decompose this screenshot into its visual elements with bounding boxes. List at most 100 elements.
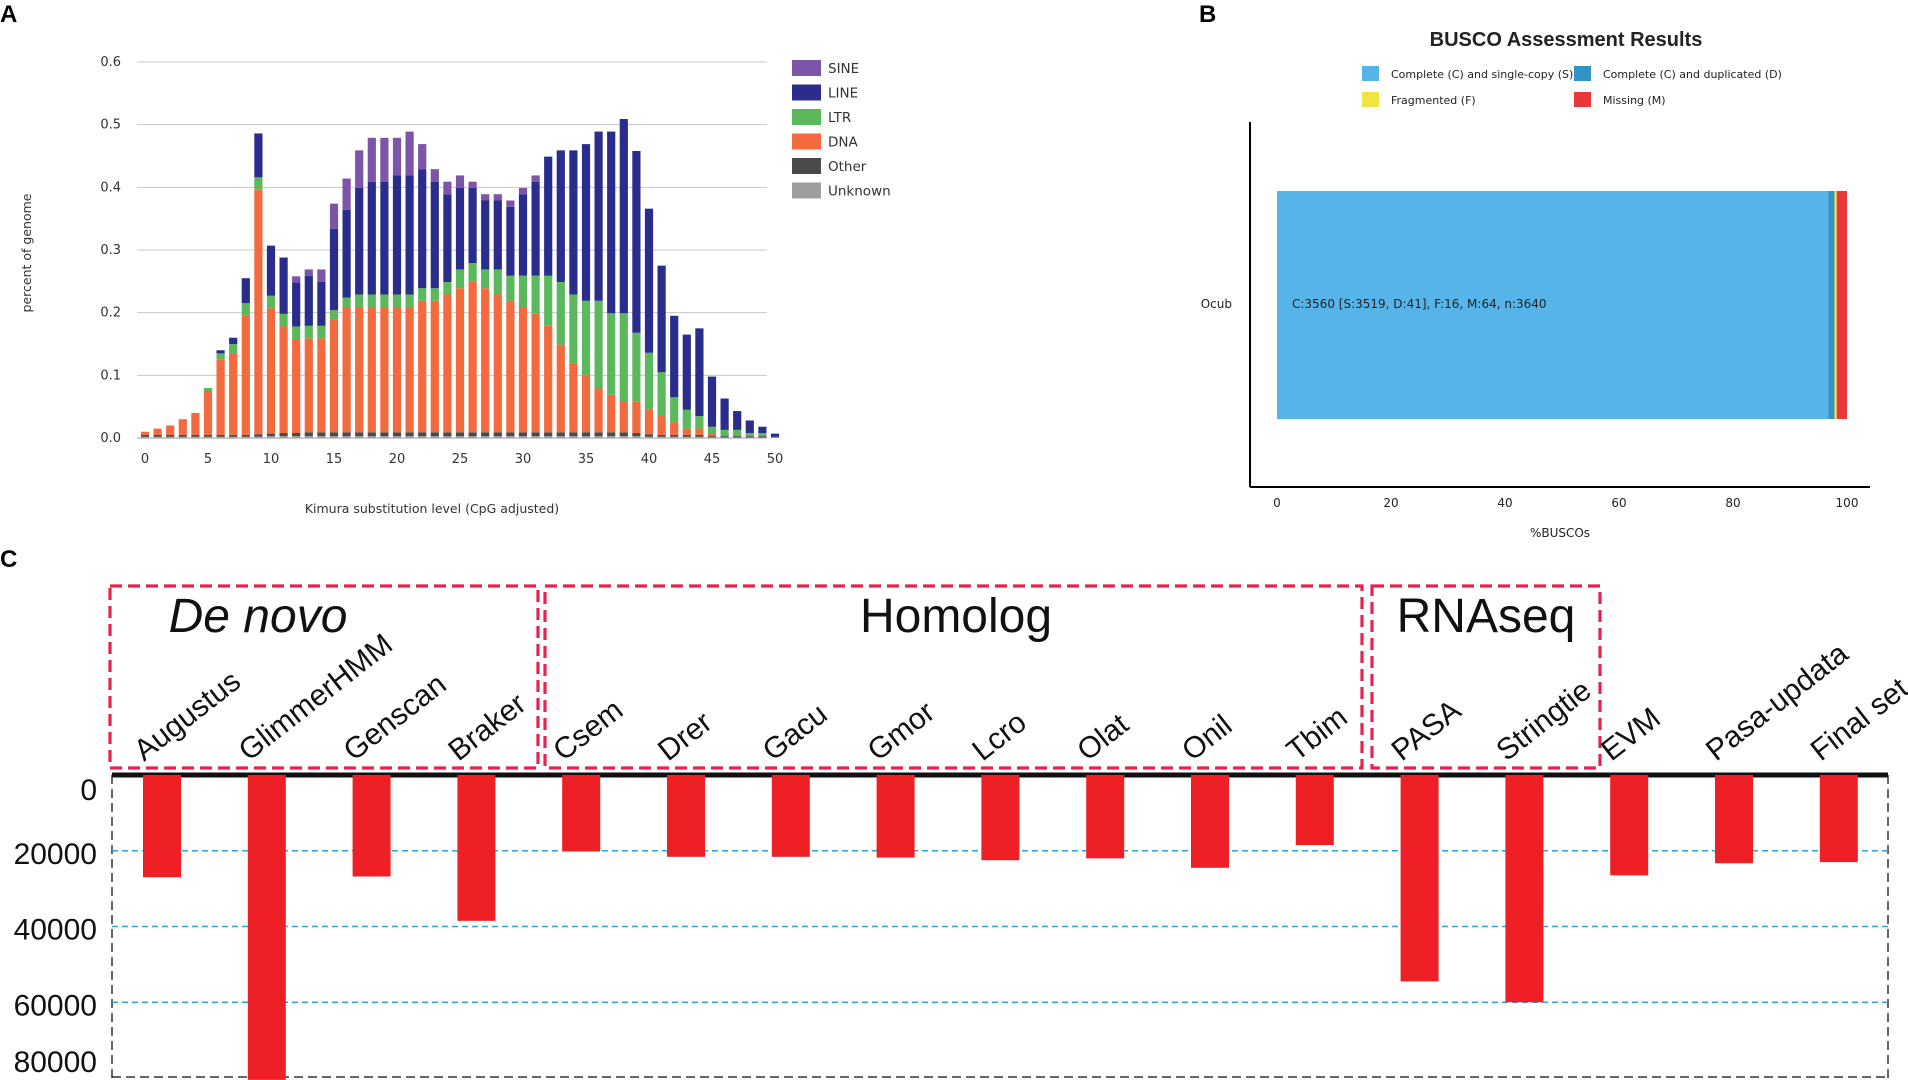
a-bar-other — [644, 434, 654, 437]
a-bar-line — [556, 150, 565, 282]
a-bar-unknown — [569, 436, 578, 438]
a-bar-other — [216, 434, 225, 437]
a-bar-line — [644, 208, 654, 353]
a-bar-dna — [367, 307, 376, 433]
a-bar-sine — [367, 137, 376, 182]
a-x-tick: 20 — [389, 452, 406, 467]
panel-c: C De novo Homolog RNAseq AugustusGlimmerHM… — [0, 546, 1908, 1080]
a-bar-dna — [254, 189, 263, 435]
c-bar — [247, 775, 286, 1080]
a-bar-sine — [405, 131, 414, 176]
a-x-tick: 15 — [326, 452, 343, 467]
a-bar-dna — [493, 294, 502, 433]
a-bar-line — [292, 282, 301, 327]
a-bar-other — [405, 432, 414, 437]
c-category-label: Lcro — [966, 706, 1032, 768]
a-bar-ltr — [355, 294, 364, 308]
a-bar-unknown — [758, 437, 767, 438]
a-bar-unknown — [657, 436, 666, 438]
a-bar-line — [254, 133, 263, 178]
a-bar-unknown — [178, 436, 187, 438]
c-group-label: Homolog — [860, 590, 1052, 643]
b-legend-label: Complete (C) and duplicated (D) — [1603, 68, 1782, 81]
a-bar-ltr — [670, 397, 679, 423]
a-bar-unknown — [166, 436, 175, 438]
a-bar-dna — [695, 428, 704, 435]
c-category-label: Drer — [652, 706, 718, 768]
panel-b-title: BUSCO Assessment Results — [1430, 29, 1703, 51]
a-bar-other — [443, 432, 452, 437]
panel-b-x-axis-label: %BUSCOs — [1530, 526, 1590, 540]
a-bar-dna — [632, 401, 641, 433]
a-bar-line — [367, 181, 376, 295]
a-bar-line — [632, 150, 641, 333]
a-bar-other — [544, 432, 553, 437]
a-bar-other — [392, 432, 402, 437]
a-bar-line — [594, 131, 603, 301]
a-bar-sine — [493, 194, 502, 201]
a-bar-dna — [682, 428, 691, 435]
a-x-tick: 35 — [578, 452, 595, 467]
b-legend-swatch — [1362, 92, 1379, 107]
a-legend-swatch — [792, 84, 821, 101]
c-group-label: De novo — [169, 590, 348, 643]
c-group-box — [1370, 584, 1602, 770]
a-bar-line — [733, 411, 742, 430]
a-bar-unknown — [342, 436, 351, 438]
a-bar-unknown — [594, 436, 603, 438]
a-bar-other — [355, 432, 364, 437]
a-bar-line — [342, 209, 351, 298]
b-bar-segment — [1834, 191, 1837, 419]
c-bar — [1610, 775, 1649, 876]
a-bar-sine — [329, 203, 339, 229]
b-x-tick: 0 — [1273, 496, 1281, 510]
a-bar-ltr — [216, 353, 225, 360]
a-bar-dna — [216, 359, 225, 435]
a-bar-sine — [506, 200, 515, 207]
a-bar-line — [544, 156, 553, 276]
a-bar-other — [140, 434, 150, 437]
a-bar-sine — [342, 178, 351, 210]
a-bar-ltr — [329, 310, 339, 320]
a-bar-other — [254, 434, 263, 437]
a-bar-dna — [317, 338, 326, 433]
a-bar-dna — [266, 308, 276, 434]
a-bar-unknown — [518, 436, 528, 438]
a-legend-label: SINE — [828, 61, 859, 77]
a-x-tick: 25 — [452, 452, 469, 467]
c-category-label: Augustus — [128, 664, 247, 767]
a-bar-sine — [531, 175, 540, 182]
panel-a-y-ticks: 0.0 0.1 0.2 0.3 0.4 0.5 0.6 — [100, 55, 121, 446]
a-bar-other — [481, 432, 490, 437]
a-bar-dna — [140, 431, 150, 435]
a-bar-unknown — [153, 436, 162, 438]
a-bar-other — [758, 436, 767, 438]
a-bar-ltr — [758, 432, 767, 437]
a-bar-ltr — [644, 352, 654, 410]
a-bar-other — [556, 432, 565, 437]
a-bar-other — [707, 436, 717, 438]
b-legend-label: Missing (M) — [1603, 94, 1666, 107]
a-bar-unknown — [392, 436, 402, 438]
a-bar-line — [481, 200, 490, 270]
a-bar-dna — [607, 394, 616, 433]
a-bar-line — [443, 194, 452, 282]
a-bar-line — [506, 206, 515, 276]
a-bar-dna — [292, 338, 301, 433]
a-bar-ltr — [544, 275, 553, 326]
c-group-label: RNAseq — [1397, 590, 1576, 643]
c-category-label: EVM — [1595, 701, 1667, 767]
a-bar-ltr — [594, 300, 603, 389]
a-bar-dna — [506, 300, 515, 433]
a-bar-unknown — [430, 436, 439, 438]
a-bar-unknown — [733, 437, 742, 438]
a-bar-line — [355, 187, 364, 295]
a-bar-ltr — [468, 263, 477, 282]
a-bar-other — [518, 432, 528, 437]
a-bar-other — [304, 432, 313, 437]
a-x-tick: 10 — [263, 452, 280, 467]
a-bar-dna — [556, 344, 565, 433]
a-bar-ltr — [607, 313, 616, 395]
panel-c-groups: De novo Homolog RNAseq — [108, 584, 1602, 770]
